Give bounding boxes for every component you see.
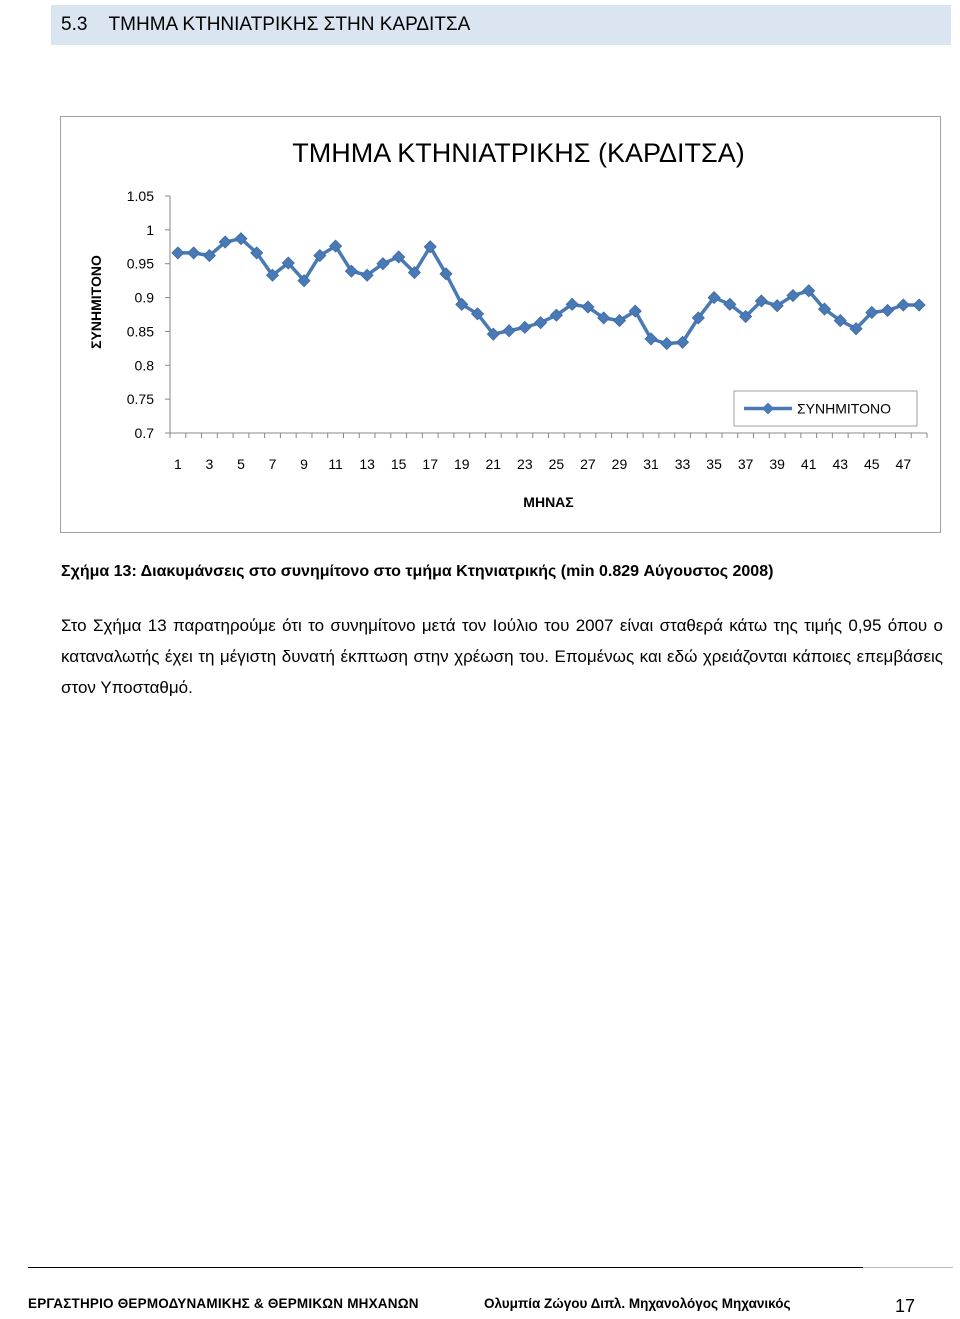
section-number: 5.3 — [61, 14, 88, 35]
data-point — [644, 332, 658, 346]
data-point — [881, 303, 895, 318]
y-tick-label: 0.8 — [135, 357, 155, 373]
data-point — [675, 335, 690, 349]
data-point — [628, 304, 642, 318]
chart-frame: ΤΜΗΜΑ ΚΤΗΝΙΑΤΡΙΚΗΣ (ΚΑΡΔΙΤΣΑ) 0.7 0.75 0.8 0… — [60, 116, 941, 533]
data-point — [565, 297, 579, 311]
x-tick-label: 47 — [896, 456, 912, 472]
y-tick-label: 1 — [146, 222, 154, 238]
figure-caption: Σχήμα 13: Διακυμάνσεις στο συνημίτονο στ… — [61, 563, 774, 580]
data-point — [281, 256, 295, 270]
x-tick-label: 33 — [675, 456, 691, 472]
data-point — [660, 337, 674, 351]
x-axis-label: ΜΗΝΑΣ — [523, 494, 573, 510]
footer-author: Ολυμπία Ζώγου Διπλ. Μηχανολόγος Μηχανικό… — [484, 1296, 791, 1311]
line-chart: ΤΜΗΜΑ ΚΤΗΝΙΑΤΡΙΚΗΣ (ΚΑΡΔΙΤΣΑ) 0.7 0.75 0.8 0… — [88, 138, 928, 510]
data-point — [802, 284, 816, 298]
data-point — [360, 268, 374, 282]
x-tick-label: 1 — [174, 456, 182, 472]
data-point — [849, 322, 863, 336]
y-tick-label: 0.95 — [127, 256, 154, 272]
x-tick-label: 9 — [300, 456, 308, 472]
y-tick-label: 0.7 — [135, 425, 155, 441]
data-point — [817, 302, 832, 316]
page-number: 17 — [895, 1296, 916, 1316]
data-point — [518, 320, 532, 334]
body-paragraph: Στο Σχήμα 13 παρατηρούμε ότι το συνημίτο… — [61, 616, 943, 697]
data-point — [218, 235, 232, 249]
x-tick-label: 41 — [801, 456, 817, 472]
x-tick-label: 45 — [864, 456, 880, 472]
x-tick-label: 43 — [832, 456, 848, 472]
x-tick-label: 23 — [517, 456, 533, 472]
x-tick-label: 31 — [643, 456, 659, 472]
x-tick-label: 17 — [422, 456, 438, 472]
x-tick-label: 39 — [769, 456, 785, 472]
y-tick-label: 0.9 — [135, 290, 155, 306]
footer-lab-name: ΕΡΓΑΣΤΗΡΙΟ ΘΕΡΜΟΔΥΝΑΜΙΚΗΣ & ΘΕΡΜΙΚΩΝ ΜΗΧ… — [28, 1296, 419, 1311]
data-point — [187, 246, 201, 260]
x-tick-label: 21 — [486, 456, 502, 472]
data-point — [250, 246, 264, 260]
data-point — [502, 324, 516, 338]
x-tick-label: 3 — [206, 456, 214, 472]
data-point — [202, 249, 216, 263]
x-tick-label: 7 — [269, 456, 277, 472]
legend-marker — [762, 402, 774, 415]
chart-title: ΤΜΗΜΑ ΚΤΗΝΙΑΤΡΙΚΗΣ (ΚΑΡΔΙΤΣΑ) — [292, 138, 744, 168]
y-axis-label: ΣΥΝΗΜΙΤΟΝΟ — [88, 255, 104, 349]
x-tick-label: 5 — [237, 456, 245, 472]
data-point — [691, 311, 705, 325]
data-point — [376, 257, 390, 271]
data-point — [549, 308, 563, 322]
data-point — [313, 249, 327, 263]
data-point — [470, 307, 485, 321]
data-point — [833, 314, 847, 328]
section-heading: 5.3 ΤΜΗΜΑ ΚΤΗΝΙΑΤΡΙΚΗΣ ΣΤΗΝ ΚΑΡΔΙΤΣΑ — [51, 5, 951, 45]
data-point — [865, 305, 879, 320]
footer-divider-right — [863, 1267, 953, 1268]
y-tick-label: 1.05 — [127, 188, 154, 204]
section-title: ΤΜΗΜΑ ΚΤΗΝΙΑΤΡΙΚΗΣ ΣΤΗΝ ΚΑΡΔΙΤΣΑ — [108, 14, 471, 35]
data-point — [423, 240, 437, 254]
data-point — [581, 300, 595, 314]
data-point — [455, 297, 469, 311]
data-point — [597, 311, 611, 325]
data-point — [912, 298, 926, 312]
data-point — [612, 314, 627, 328]
data-point — [534, 316, 548, 330]
data-point — [392, 250, 406, 264]
x-tick-label: 11 — [328, 456, 343, 472]
data-point — [486, 327, 500, 341]
data-point — [439, 267, 453, 281]
y-tick-label: 0.85 — [127, 323, 154, 339]
data-point — [707, 291, 721, 305]
data-point — [297, 274, 311, 288]
legend-label: ΣΥΝΗΜΙΤΟΝΟ — [797, 401, 891, 417]
data-point — [344, 264, 358, 278]
y-tick-label: 0.75 — [127, 391, 154, 407]
x-tick-label: 25 — [549, 456, 565, 472]
x-tick-label: 29 — [612, 456, 628, 472]
data-point — [770, 299, 784, 313]
x-tick-label: 15 — [391, 456, 407, 472]
data-point — [407, 265, 422, 280]
data-point — [329, 239, 343, 253]
x-tick-label: 13 — [359, 456, 375, 472]
x-tick-label: 35 — [706, 456, 722, 472]
data-point — [896, 298, 910, 312]
data-point — [739, 309, 753, 324]
x-tick-label: 19 — [454, 456, 470, 472]
data-point — [265, 268, 280, 282]
data-point — [723, 297, 737, 311]
data-point — [171, 246, 185, 260]
data-point — [754, 294, 768, 308]
footer-divider — [28, 1267, 863, 1268]
data-point — [234, 232, 248, 246]
x-tick-label: 27 — [580, 456, 596, 472]
data-point — [786, 288, 800, 303]
x-tick-label: 37 — [738, 456, 754, 472]
